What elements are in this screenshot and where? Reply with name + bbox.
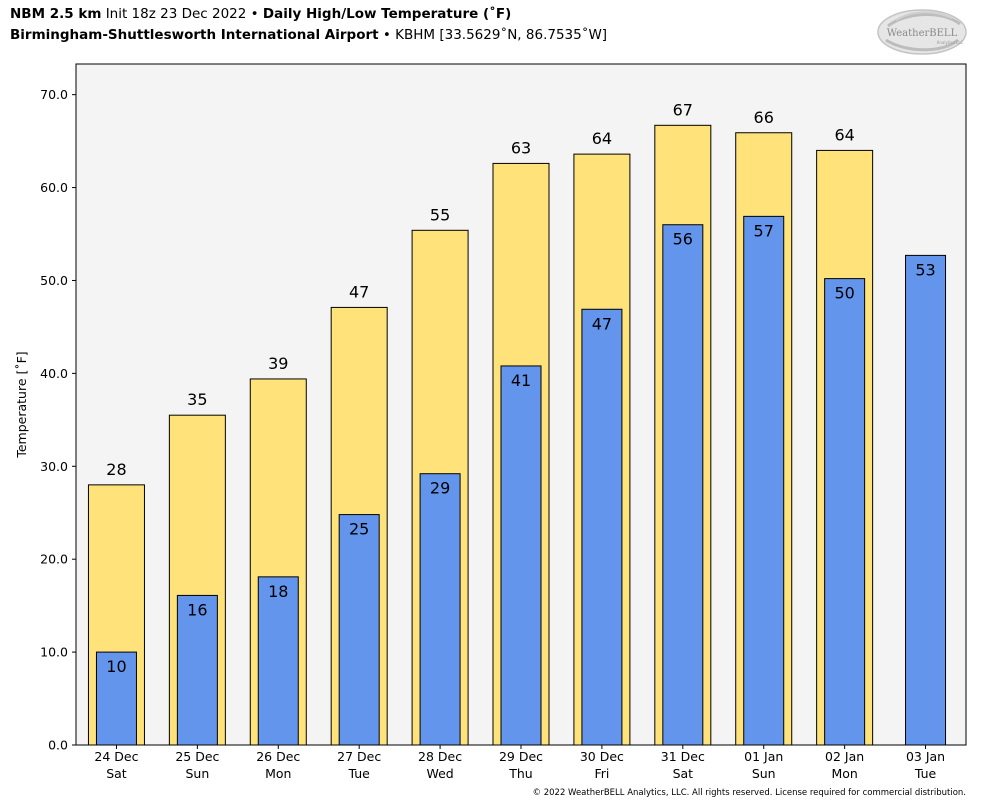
high-temp-label: 67 [673, 100, 693, 119]
y-tick-label: 30.0 [40, 459, 68, 474]
low-temp-bar [581, 308, 623, 746]
x-tick-label-day: Sun [752, 766, 776, 781]
x-tick-label-date: 01 Jan [744, 749, 783, 764]
x-tick-label-day: Thu [508, 766, 532, 781]
x-tick-label-date: 31 Dec [661, 749, 705, 764]
x-tick-label-date: 25 Dec [175, 749, 219, 764]
low-temp-label: 41 [511, 371, 531, 390]
x-tick-label-day: Tue [348, 766, 371, 781]
logo-text: WeatherBELL [887, 28, 958, 39]
x-tick-label-date: 24 Dec [94, 749, 138, 764]
x-axis: 24 Dec Sat 25 Dec Sun 26 Dec Mon 27 Dec Tue 28 D… [94, 745, 945, 781]
y-axis: 0.0 10.0 20.0 30.0 40.0 50.0 60.0 70.0 [40, 87, 76, 753]
high-temp-label: 55 [430, 205, 450, 224]
low-temp-label: 53 [915, 260, 935, 279]
x-tick-label-date: 03 Jan [906, 749, 945, 764]
low-temp-label: 56 [673, 230, 693, 249]
y-tick-label: 40.0 [40, 366, 68, 381]
value-labels-layer: 28 10 35 16 39 18 47 25 55 29 63 41 64 47 67 56 66 57 64 50… [106, 100, 935, 676]
x-tick-label-date: 29 Dec [499, 749, 543, 764]
high-temp-label: 35 [187, 390, 207, 409]
low-temp-label: 25 [349, 520, 369, 539]
product-name: Daily High/Low Temperature (˚F) [262, 6, 512, 22]
bars-layer [87, 124, 947, 746]
low-temp-bar [500, 365, 542, 746]
logo-subtext: Analytics LLC [937, 40, 964, 45]
low-temp-bar [338, 514, 380, 746]
separator: • [382, 27, 391, 43]
y-tick-label: 10.0 [40, 645, 68, 660]
low-temp-bar [176, 594, 218, 746]
low-temp-bar [419, 473, 461, 746]
low-temp-bar [662, 224, 704, 746]
low-temp-label: 50 [834, 284, 854, 303]
x-tick-label-day: Mon [265, 766, 291, 781]
x-tick-label-day: Tue [914, 766, 937, 781]
x-tick-label-day: Sun [185, 766, 209, 781]
location-name: Birmingham-Shuttlesworth International A… [10, 27, 379, 43]
x-tick-label-day: Fri [594, 766, 609, 781]
high-temp-label: 66 [754, 108, 774, 127]
y-tick-label: 60.0 [40, 180, 68, 195]
x-tick-label-date: 02 Jan [825, 749, 864, 764]
low-temp-label: 57 [754, 221, 774, 240]
high-temp-label: 64 [592, 129, 612, 148]
header-line-1: NBM 2.5 km Init 18z 23 Dec 2022 • Daily … [10, 6, 511, 22]
high-temp-label: 63 [511, 138, 531, 157]
y-tick-label: 0.0 [48, 738, 68, 753]
x-tick-label-day: Mon [831, 766, 857, 781]
x-tick-label-date: 30 Dec [580, 749, 624, 764]
header-line-2: Birmingham-Shuttlesworth International A… [10, 27, 607, 43]
y-tick-label: 70.0 [40, 87, 68, 102]
x-tick-label-day: Wed [426, 766, 453, 781]
x-tick-label-day: Sat [673, 766, 694, 781]
low-temp-bar [824, 278, 866, 746]
low-temp-label: 29 [430, 479, 450, 498]
low-temp-label: 47 [592, 314, 612, 333]
high-temp-label: 39 [268, 354, 288, 373]
high-temp-label: 47 [349, 282, 369, 301]
high-temp-label: 64 [834, 125, 854, 144]
y-tick-label: 50.0 [40, 273, 68, 288]
copyright-notice: © 2022 WeatherBELL Analytics, LLC. All r… [532, 788, 966, 798]
x-tick-label-day: Sat [106, 766, 127, 781]
y-tick-label: 20.0 [40, 552, 68, 567]
low-temp-bar [257, 576, 299, 746]
y-axis-label: Temperature [˚F] [14, 351, 29, 458]
init-time: Init 18z 23 Dec 2022 [105, 6, 247, 22]
station-info: KBHM [33.5629˚N, 86.7535˚W] [395, 27, 608, 43]
high-temp-label: 28 [106, 460, 126, 479]
low-temp-bar [95, 651, 137, 746]
separator: • [250, 6, 259, 22]
plot-frame [75, 63, 967, 746]
weatherbell-logo: WeatherBELL Analytics LLC [877, 9, 967, 55]
x-tick-label-date: 27 Dec [337, 749, 381, 764]
low-temp-label: 10 [106, 657, 126, 676]
x-tick-label-date: 26 Dec [256, 749, 300, 764]
low-temp-bar [905, 254, 947, 746]
low-temp-label: 16 [187, 600, 207, 619]
low-temp-label: 18 [268, 582, 288, 601]
low-temp-bar [743, 215, 785, 746]
x-tick-label-date: 28 Dec [418, 749, 462, 764]
model-name: NBM 2.5 km [10, 6, 102, 22]
